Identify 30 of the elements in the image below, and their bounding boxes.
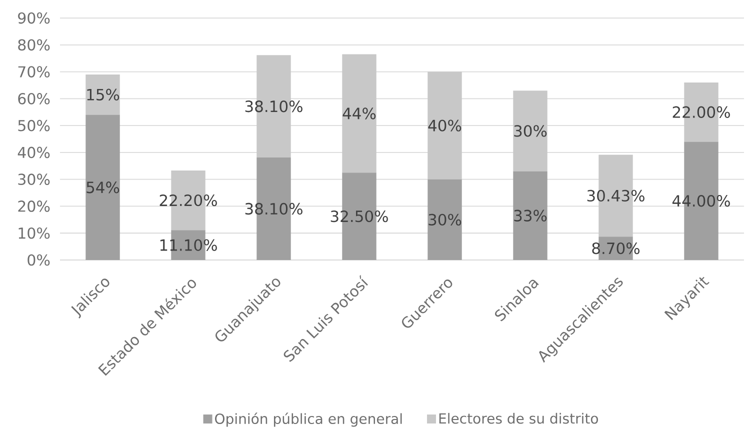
bar [428, 72, 462, 180]
data-label: 22.20% [160, 194, 217, 206]
data-label: 54% [86, 182, 120, 194]
y-tick-label: 80% [18, 39, 50, 51]
y-tick-label: 30% [18, 174, 50, 186]
data-label: 15% [87, 88, 120, 100]
bar [342, 54, 376, 173]
legend-label: Opinión pública en general [215, 412, 402, 427]
data-label: 30% [514, 125, 547, 137]
bar [513, 171, 548, 260]
y-tick-label: 70% [18, 66, 50, 78]
y-tick-label: 90% [18, 12, 50, 24]
data-label: 40% [428, 120, 462, 132]
data-label: 33% [514, 210, 547, 222]
y-tick-label: 20% [18, 200, 50, 212]
data-label: 44% [342, 108, 376, 120]
y-tick-label: 0% [28, 254, 50, 266]
y-tick-label: 40% [18, 146, 50, 158]
legend-label: Electores de su distrito [439, 412, 598, 424]
bar [86, 74, 120, 115]
data-label: 30.43% [587, 190, 644, 202]
y-tick-label: 10% [18, 227, 50, 239]
data-label: 30% [428, 214, 462, 226]
data-label: 38.10% [245, 100, 302, 112]
data-label: 22.00% [672, 106, 730, 118]
bar [513, 90, 548, 172]
bar [86, 114, 120, 260]
y-tick-label: 60% [18, 93, 50, 104]
bar [428, 179, 462, 260]
y-tick-label: 50% [18, 120, 50, 132]
